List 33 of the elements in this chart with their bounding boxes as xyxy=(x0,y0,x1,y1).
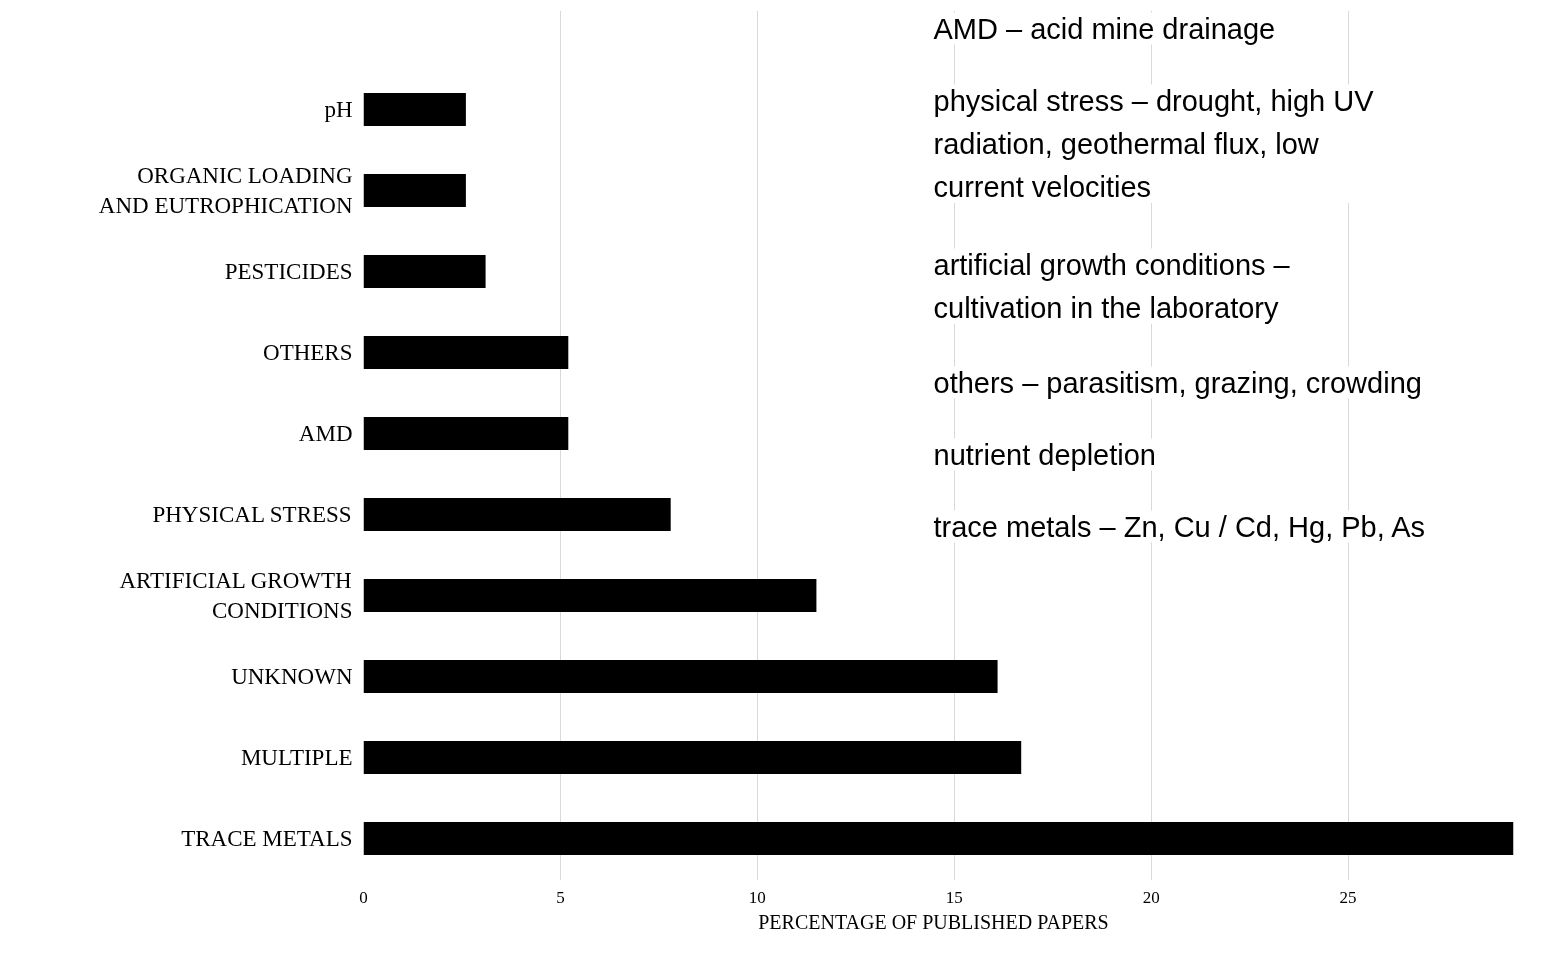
x-axis-title: PERCENTAGE OF PUBLISHED PAPERS xyxy=(758,910,1109,933)
x-tick-label: 0 xyxy=(359,887,368,907)
bar xyxy=(363,335,569,370)
annotation: trace metals – Zn, Cu / Cd, Hg, Pb, As xyxy=(933,510,1426,543)
bar xyxy=(363,416,569,451)
bar xyxy=(363,497,671,532)
annotation: others – parasitism, grazing, crowding xyxy=(933,366,1422,399)
annotation: AMD – acid mine drainage xyxy=(933,12,1276,45)
y-tick-label: PESTICIDES xyxy=(224,259,353,284)
y-tick-label: AMD xyxy=(298,421,353,446)
annotation: artificial growth conditions – cultivation in the laboratory xyxy=(933,248,1291,324)
y-tick-label: ORGANIC LOADING AND EUTROPHICATION xyxy=(98,163,353,218)
bar xyxy=(363,659,998,694)
x-tick-label: 20 xyxy=(1142,887,1160,907)
x-tick-label: 25 xyxy=(1339,887,1357,907)
annotation: nutrient depletion xyxy=(933,438,1156,471)
bar xyxy=(363,92,466,127)
bar xyxy=(363,254,486,289)
bar xyxy=(363,578,817,613)
y-tick-label: ARTIFICIAL GROWTH CONDITIONS xyxy=(119,568,353,623)
x-tick-label: 5 xyxy=(556,887,565,907)
y-tick-label: UNKNOWN xyxy=(231,664,353,689)
y-tick-label: pH xyxy=(324,97,353,122)
y-tick-label: OTHERS xyxy=(263,340,353,365)
y-tick-label: PHYSICAL STRESS xyxy=(152,502,352,527)
x-tick-label: 15 xyxy=(945,887,963,907)
y-tick-label: MULTIPLE xyxy=(240,745,353,770)
bar xyxy=(363,740,1022,775)
y-tick-label: TRACE METALS xyxy=(181,826,353,851)
bar xyxy=(363,173,466,208)
x-tick-label: 10 xyxy=(748,887,766,907)
annotation: physical stress – drought, high UV radiation, geothermal flux, low current velocities xyxy=(933,84,1375,203)
bar xyxy=(363,821,1514,856)
